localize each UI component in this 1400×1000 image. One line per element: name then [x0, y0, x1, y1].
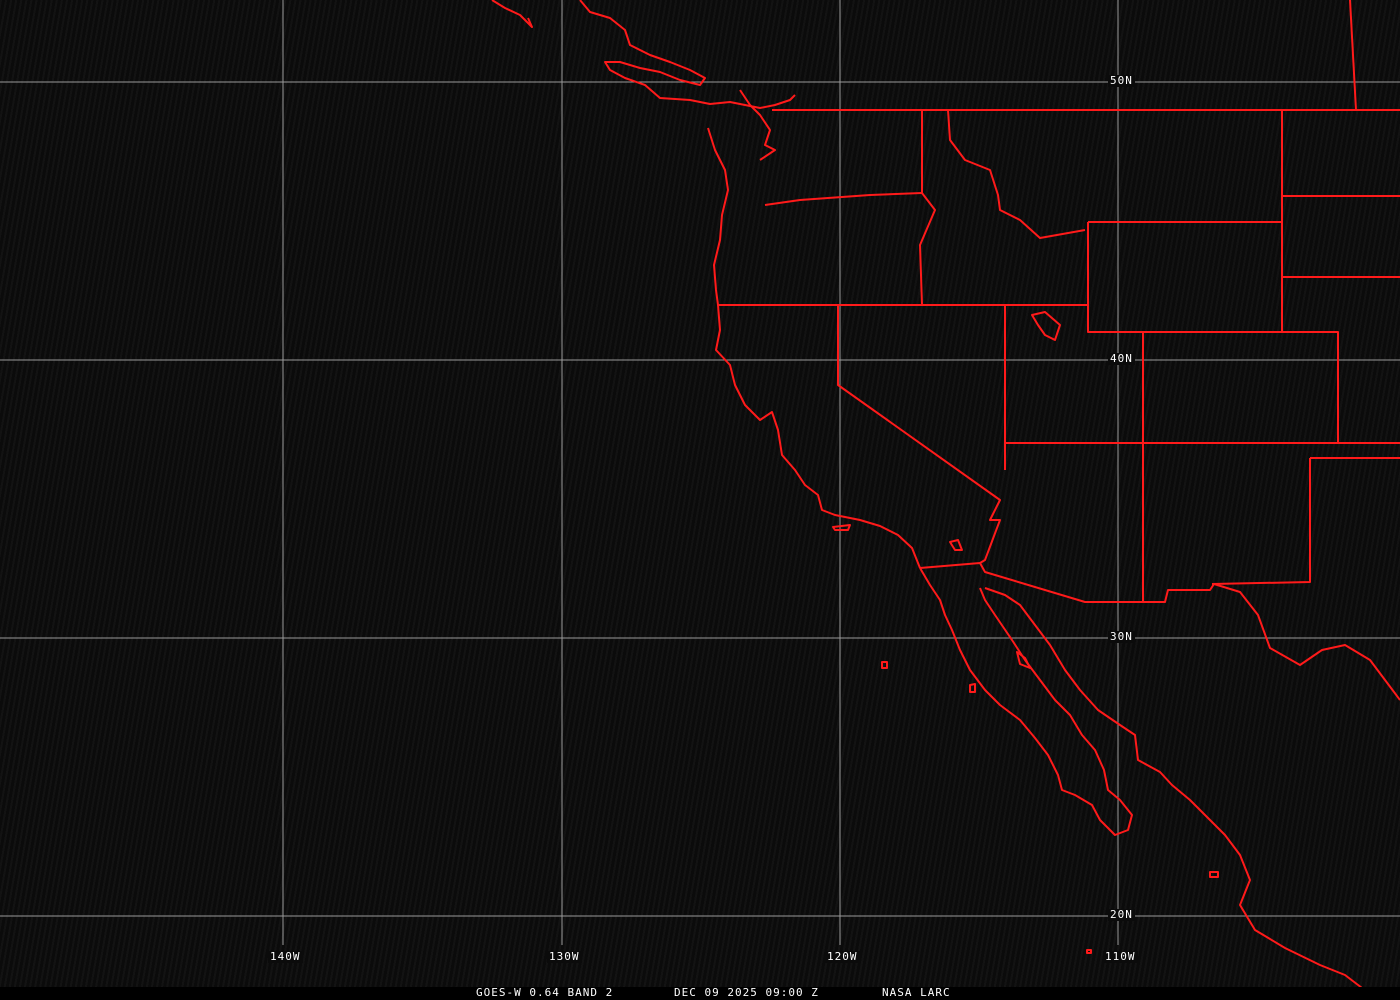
bc-coast-north — [491, 0, 533, 28]
us-west-coast — [707, 127, 921, 569]
baja-west-coast — [919, 567, 1133, 836]
island-small — [1086, 949, 1092, 954]
ca-nv-border — [837, 305, 1001, 564]
us-mexico-border — [919, 562, 1400, 701]
island-cedros — [969, 683, 976, 693]
lon-label-140w: 140W — [268, 950, 303, 963]
lon-label-130w: 130W — [547, 950, 582, 963]
bc-coast — [579, 0, 796, 109]
island-tiburon — [1016, 651, 1031, 669]
channel-islands — [832, 524, 851, 531]
id-mt-border — [947, 109, 1086, 239]
island-revillagigedo — [1209, 871, 1219, 878]
graticule — [0, 0, 1400, 945]
caption-source: NASA LARC — [882, 986, 951, 999]
wa-or-border — [764, 192, 923, 206]
lon-label-110w: 110W — [1103, 950, 1138, 963]
lon-label-120w: 120W — [825, 950, 860, 963]
lake-salton — [949, 539, 963, 551]
lat-label-30n: 30N — [1108, 630, 1135, 643]
caption-bar — [0, 987, 1400, 1000]
great-salt-lake — [1031, 311, 1061, 341]
nm-tx-border — [1211, 458, 1311, 585]
caption-datetime: DEC 09 2025 09:00 Z — [674, 986, 819, 999]
caption-satellite: GOES-W 0.64 BAND 2 — [476, 986, 614, 999]
boundaries — [491, 0, 1400, 989]
wa-id-border — [919, 110, 936, 306]
mexico-mainland-coast — [984, 587, 1363, 989]
island — [881, 661, 888, 669]
lat-label-20n: 20N — [1108, 908, 1135, 921]
wy-co-border — [1143, 331, 1339, 443]
lat-label-40n: 40N — [1108, 352, 1135, 365]
puget-sound — [739, 89, 776, 161]
lat-label-50n: 50N — [1108, 74, 1135, 87]
id-wy-border — [1087, 222, 1143, 333]
mn-border — [1349, 0, 1357, 111]
